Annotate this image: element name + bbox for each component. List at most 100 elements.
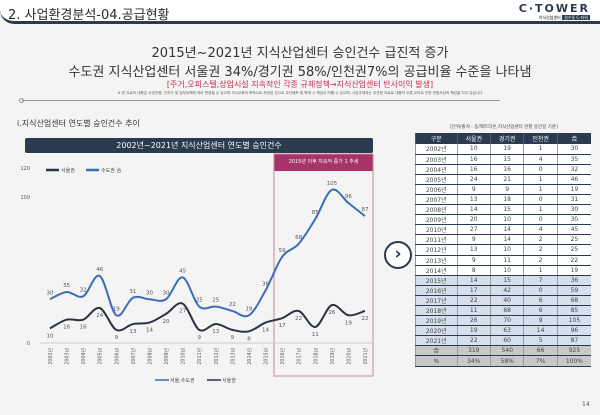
table-cell: 2003년 — [415, 154, 458, 165]
data-label: 26 — [328, 310, 335, 316]
table-cell: 42 — [489, 285, 524, 296]
table-cell: 13 — [456, 194, 491, 206]
table-cell: 32 — [556, 164, 591, 175]
data-label: 30 — [146, 290, 153, 296]
table-cell: 21 — [489, 174, 524, 185]
table-cell: 925 — [556, 345, 591, 357]
table-cell: 66 — [523, 345, 558, 357]
data-label: 19 — [345, 320, 352, 326]
table-cell: 1 — [523, 174, 558, 185]
table-cell: 14 — [456, 275, 491, 286]
table-row: 2019년 26 70 9 105 — [415, 315, 591, 327]
table-cell: 25 — [556, 244, 591, 256]
table-cell: 4 — [523, 154, 558, 165]
data-label: 14 — [146, 328, 153, 334]
table-cell: 2009년 — [415, 214, 458, 226]
table-cell: 13 — [456, 244, 491, 256]
table-row: 2013년 9 11 2 22 — [415, 255, 591, 266]
column-header: 서울권 — [456, 133, 491, 144]
series-line-1 — [49, 302, 366, 333]
table-cell: 2011년 — [415, 234, 458, 246]
data-label: 16 — [80, 325, 87, 331]
table-cell: 0 — [523, 214, 558, 226]
data-label: 17 — [279, 323, 286, 329]
x-tick-label: 2014년 — [246, 348, 253, 365]
table-cell: 2 — [523, 244, 558, 256]
table-row: 2007년 13 18 0 31 — [415, 194, 591, 206]
table-cell: 0 — [523, 285, 558, 296]
table-cell: 68 — [556, 295, 591, 307]
page-title: 2. 사업환경분석-04.공급현황 — [8, 8, 170, 23]
table-cell: 6 — [523, 305, 558, 317]
data-label: 31 — [129, 289, 136, 295]
table-cell: % — [415, 355, 458, 367]
series-line-0 — [49, 188, 366, 318]
x-tick-label: 2011년 — [196, 348, 203, 365]
table-cell: 合 — [415, 345, 458, 357]
table-row: 2018년 11 68 6 85 — [415, 305, 591, 317]
data-label: 85 — [312, 210, 319, 216]
table-cell: 16 — [456, 164, 491, 175]
table-cell: 96 — [556, 325, 591, 337]
data-label: 9 — [115, 335, 119, 341]
column-header: 合 — [556, 133, 591, 144]
table-cell: 19 — [556, 265, 591, 276]
table-row: 2010년 27 14 4 45 — [415, 224, 591, 236]
table-cell: 4 — [523, 224, 558, 236]
table-cell: 31 — [556, 194, 591, 206]
table-cell: 9 — [456, 184, 491, 195]
table-row: 2021년 22 60 5 87 — [415, 335, 591, 347]
table-cell: 2 — [523, 234, 558, 246]
table-cell: 40 — [489, 295, 524, 307]
table-cell: 68 — [489, 305, 524, 317]
table-cell: 59 — [556, 285, 591, 296]
table-cell: 19 — [489, 144, 524, 155]
table-cell: 2018년 — [415, 305, 458, 317]
table-cell: 7 — [523, 275, 558, 286]
table-cell: 18 — [489, 194, 524, 206]
x-tick-label: 2006년 — [113, 348, 120, 365]
data-label: 19 — [245, 306, 252, 312]
line-chart: 0 100 120 서울권 수도권 合 30 35 32 46 19 31 30 30 45 25 25 22 1… — [20, 153, 374, 384]
column-header: 경기권 — [489, 133, 524, 144]
column-header: 구분 — [415, 133, 458, 144]
table-cell: 9 — [489, 184, 524, 195]
table-row: 2011년 9 14 2 25 — [415, 234, 591, 246]
x-tick-label: 2002년 — [47, 348, 54, 365]
data-label: 8 — [247, 336, 251, 342]
divider — [22, 100, 500, 101]
table-cell: 70 — [489, 315, 524, 327]
data-label: 16 — [63, 325, 70, 331]
table-cell: 540 — [489, 345, 524, 357]
table-cell: 2016년 — [415, 285, 458, 296]
x-tick-label: 2003년 — [64, 348, 71, 365]
table-cell: 2004년 — [415, 164, 458, 175]
table-cell: 20 — [456, 214, 491, 226]
data-label: 30 — [163, 290, 170, 296]
table-cell: 16 — [489, 164, 524, 175]
y-tick-label: 0 — [27, 341, 30, 347]
table-cell: 5 — [523, 335, 558, 347]
table-header-row: 구분 서울권 경기권 인천권 合 — [415, 133, 591, 144]
data-label: 13 — [212, 329, 219, 335]
table-row: 2009년 20 10 0 30 — [415, 214, 591, 226]
table-cell: 2002년 — [415, 144, 458, 155]
table-row: 2005년 24 21 1 46 — [415, 174, 591, 185]
table-cell: 2006년 — [415, 184, 458, 195]
data-label: 24 — [96, 313, 103, 319]
table-cell: 36 — [556, 275, 591, 286]
table-cell: 30 — [556, 144, 591, 155]
table-cell: 10 — [489, 265, 524, 276]
data-label: 19 — [113, 306, 120, 312]
data-label: 30 — [47, 290, 54, 296]
table-cell: 15 — [489, 204, 524, 216]
table-cell: 2007년 — [415, 194, 458, 206]
table-cell: 2014년 — [415, 265, 458, 276]
table-cell: 2021년 — [415, 335, 458, 347]
y-tick-label: 100 — [20, 195, 30, 201]
table-cell: 2015년 — [415, 275, 458, 286]
data-label: 68 — [295, 235, 302, 241]
table-cell: 2020년 — [415, 325, 458, 337]
table-cell: 16 — [456, 154, 491, 165]
chevron-right-icon[interactable]: › — [384, 241, 412, 269]
